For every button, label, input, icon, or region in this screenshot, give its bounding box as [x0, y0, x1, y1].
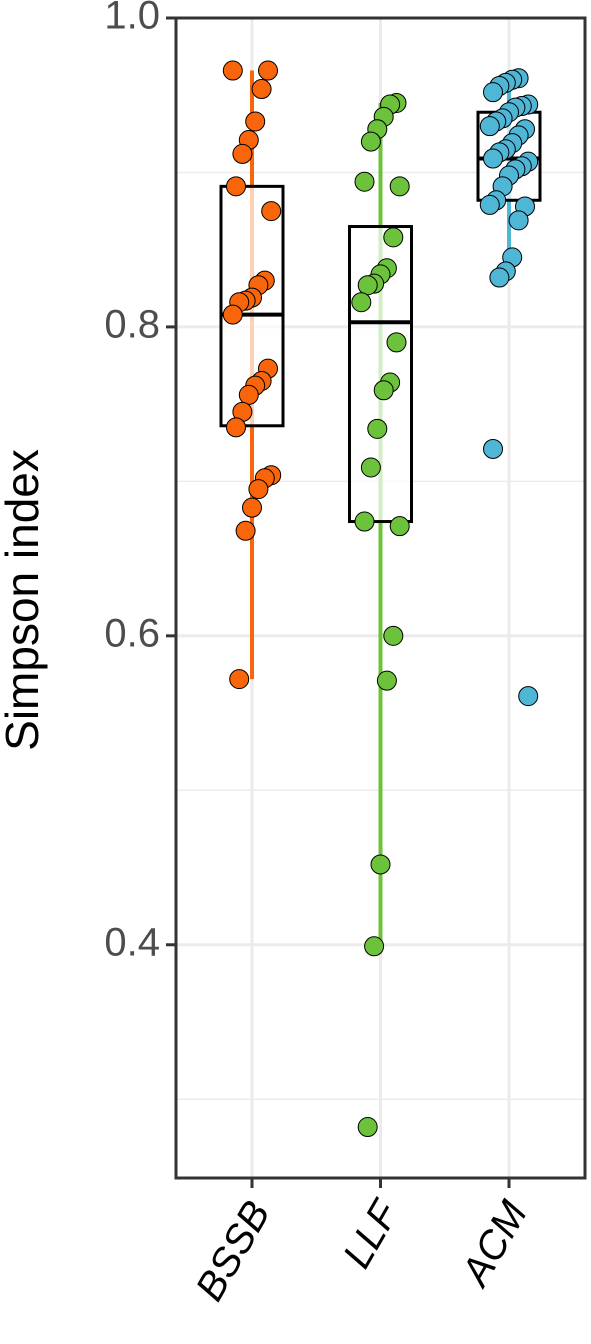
point	[367, 418, 388, 439]
y-tick-label: 0.6	[104, 611, 160, 655]
point	[238, 384, 259, 405]
x-tick-label: ACM	[452, 1193, 536, 1294]
point	[373, 380, 394, 401]
x-tick-label: LLF	[335, 1192, 409, 1276]
point	[261, 201, 282, 222]
point	[386, 332, 407, 353]
point	[360, 457, 381, 478]
point	[518, 686, 539, 707]
point	[389, 516, 410, 537]
panel-border	[174, 16, 587, 1180]
point	[245, 111, 266, 132]
point	[226, 417, 246, 438]
point	[376, 670, 397, 691]
point	[357, 275, 378, 296]
y-tick-label: 0.8	[104, 302, 160, 346]
point	[364, 936, 385, 957]
point	[360, 131, 381, 152]
point	[242, 497, 262, 518]
point	[389, 176, 410, 197]
point	[483, 438, 503, 459]
point	[383, 227, 404, 248]
point	[226, 176, 246, 197]
point	[479, 116, 500, 137]
y-tick-label: 1.0	[104, 0, 160, 38]
point	[479, 194, 500, 215]
point	[354, 511, 375, 532]
point	[483, 148, 503, 169]
point	[383, 625, 404, 646]
point	[232, 143, 253, 164]
point	[235, 520, 256, 541]
point	[258, 60, 278, 81]
point	[483, 82, 503, 103]
y-axis-title: Simpson index	[0, 449, 48, 751]
x-tick-label: BSSB	[187, 1194, 278, 1308]
point	[248, 479, 269, 500]
point	[508, 210, 529, 231]
point	[251, 79, 272, 100]
point	[222, 304, 243, 325]
y-tick-label: 0.4	[104, 920, 160, 964]
point	[229, 669, 250, 690]
point	[354, 171, 375, 192]
point	[370, 854, 391, 875]
point	[357, 1117, 378, 1138]
point	[351, 292, 372, 313]
point	[222, 60, 243, 81]
point	[489, 267, 510, 288]
